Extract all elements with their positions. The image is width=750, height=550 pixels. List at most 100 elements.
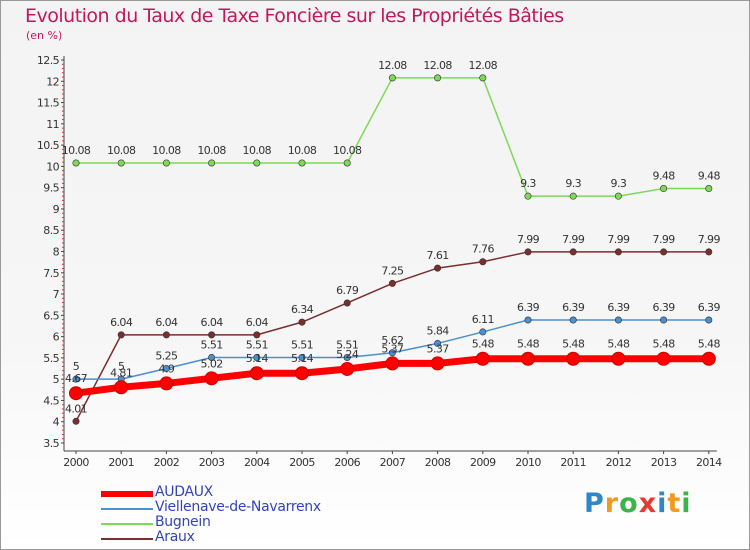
data-label: 7.25 — [381, 264, 404, 277]
data-point — [614, 248, 622, 256]
data-label: 6.04 — [155, 316, 178, 329]
x-tick-label: 2006 — [334, 456, 360, 469]
legend-item: Bugnein — [101, 514, 401, 530]
data-label: 4.81 — [110, 366, 132, 379]
data-point — [295, 366, 309, 381]
data-point — [705, 316, 713, 324]
data-label: 5.25 — [155, 350, 178, 363]
data-label: 5.51 — [336, 338, 358, 351]
data-label: 5 — [73, 360, 80, 373]
data-point — [72, 159, 80, 167]
legend-item: AUDAUX — [101, 484, 401, 500]
data-label: 5.48 — [517, 338, 540, 351]
data-label: 6.39 — [517, 301, 540, 314]
legend-swatch — [101, 508, 153, 510]
data-label: 7.99 — [517, 233, 540, 246]
data-label: 10.08 — [152, 144, 181, 157]
x-tick-label: 2010 — [515, 456, 541, 469]
y-tick-label: 12 — [46, 75, 59, 88]
data-point — [208, 159, 216, 167]
y-tick-label: 4.5 — [43, 394, 59, 407]
data-label: 6.34 — [291, 303, 314, 316]
data-point — [569, 248, 577, 256]
x-tick-label: 2005 — [289, 456, 315, 469]
x-tick-label: 2014 — [696, 456, 722, 469]
x-tick-label: 2001 — [108, 456, 134, 469]
data-point — [385, 356, 400, 371]
data-point — [208, 331, 216, 339]
data-point — [204, 371, 219, 386]
data-point — [72, 417, 80, 425]
data-label: 5.51 — [291, 338, 313, 351]
data-point — [114, 380, 129, 395]
y-tick-label: 11.5 — [37, 97, 60, 110]
data-point — [253, 159, 261, 167]
legend-label: Araux — [155, 529, 195, 545]
data-label: 5.51 — [246, 338, 268, 351]
data-point — [434, 339, 442, 347]
y-tick-label: 9.5 — [43, 182, 59, 195]
data-label: 5.37 — [427, 342, 450, 355]
data-point — [614, 192, 622, 200]
data-point — [162, 159, 170, 167]
data-label: 7.76 — [472, 243, 495, 256]
data-label: 9.48 — [653, 170, 676, 183]
proxiti-logo: Proxiti — [584, 488, 692, 519]
data-point — [430, 356, 445, 371]
x-tick-label: 2013 — [651, 456, 677, 469]
data-point — [479, 328, 487, 336]
legend-swatch — [101, 491, 153, 497]
data-label: 9.48 — [698, 170, 721, 183]
data-point — [253, 353, 261, 361]
y-tick-label: 10.5 — [37, 139, 60, 152]
legend-label: Viellenave-de-Navarrenx — [155, 499, 321, 515]
data-point — [660, 185, 668, 193]
data-point — [117, 331, 125, 339]
data-point — [340, 361, 355, 376]
data-label: 5 — [118, 360, 125, 373]
data-label: 5.84 — [427, 324, 450, 337]
x-tick-label: 2008 — [425, 456, 451, 469]
data-label: 10.08 — [243, 144, 272, 157]
data-point — [479, 258, 487, 266]
data-point — [566, 351, 581, 366]
x-tick-label: 2002 — [154, 456, 180, 469]
data-label: 7.99 — [698, 233, 721, 246]
data-label: 6.04 — [110, 316, 133, 329]
legend-item: Araux — [101, 529, 401, 545]
data-point — [343, 299, 351, 307]
data-point — [117, 159, 125, 167]
data-point — [705, 185, 713, 193]
data-label: 7.61 — [427, 249, 449, 262]
data-point — [434, 74, 442, 82]
legend-item: Viellenave-de-Navarrenx — [101, 499, 401, 515]
chart-title: Evolution du Taux de Taxe Foncière sur l… — [25, 5, 564, 27]
y-tick-label: 3.5 — [43, 437, 59, 450]
x-tick-label: 2004 — [244, 456, 270, 469]
data-point — [524, 192, 532, 200]
data-point — [569, 316, 577, 324]
data-point — [434, 264, 442, 272]
data-point — [614, 316, 622, 324]
data-point — [69, 386, 83, 401]
data-label: 7.99 — [607, 233, 630, 246]
legend-swatch — [101, 523, 153, 525]
y-tick-label: 7.5 — [43, 267, 59, 280]
data-point — [343, 159, 351, 167]
data-label: 12.08 — [423, 59, 452, 72]
data-label: 5.14 — [246, 352, 269, 365]
y-tick-label: 9 — [53, 203, 60, 216]
data-label: 12.08 — [378, 59, 407, 72]
data-label: 5.37 — [381, 342, 404, 355]
data-point — [159, 376, 174, 391]
unit-label: (en %) — [26, 29, 63, 42]
y-tick-label: 7 — [53, 288, 60, 301]
data-label: 5.14 — [291, 352, 314, 365]
legend-label: AUDAUX — [155, 484, 213, 500]
data-point — [705, 248, 713, 256]
x-tick-label: 2011 — [560, 456, 586, 469]
data-point — [611, 351, 626, 366]
data-point — [569, 192, 577, 200]
